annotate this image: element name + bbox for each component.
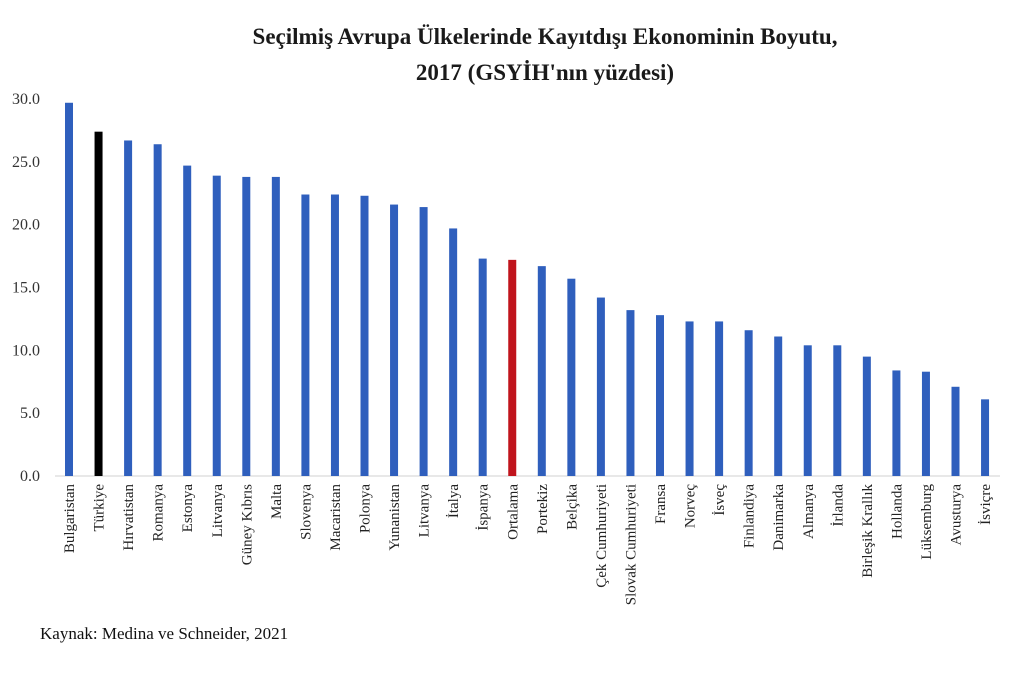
- x-tick-label: Slovak Cumhuriyeti: [623, 484, 639, 605]
- bar: [596, 297, 605, 476]
- x-tick-label: İsviçre: [978, 484, 994, 525]
- bar: [833, 345, 842, 476]
- x-tick-label: Danimarka: [771, 484, 787, 551]
- chart-subtitle: 2017 (GSYİH'nın yüzdesi): [415, 60, 675, 85]
- chart-title: Seçilmiş Avrupa Ülkelerinde Kayıtdışı Ek…: [252, 24, 838, 49]
- bar: [774, 336, 783, 476]
- y-tick-label: 30.0: [12, 91, 40, 108]
- bar: [419, 207, 428, 476]
- x-tick-label: Norveç: [683, 484, 699, 528]
- x-tick-label: Polonya: [358, 484, 374, 534]
- y-tick-label: 20.0: [12, 217, 40, 234]
- y-tick-label: 0.0: [20, 468, 40, 485]
- bar: [271, 176, 280, 476]
- bar: [862, 356, 871, 476]
- x-tick-label: Malta: [269, 484, 285, 519]
- bar: [183, 165, 192, 476]
- bar: [744, 330, 753, 476]
- bar: [921, 371, 930, 476]
- x-tick-label: Portekiz: [535, 484, 551, 534]
- y-tick-label: 10.0: [12, 342, 40, 359]
- y-tick-label: 5.0: [20, 405, 40, 422]
- x-tick-label: Litvanya: [417, 484, 433, 538]
- x-tick-label: Litvanya: [210, 484, 226, 538]
- bar: [981, 399, 990, 476]
- bar: [212, 175, 221, 476]
- x-tick-label: Avusturya: [949, 484, 965, 546]
- x-tick-label: Estonya: [180, 484, 196, 533]
- source-note: Kaynak: Medina ve Schneider, 2021: [40, 624, 289, 643]
- x-tick-label: İtalya: [446, 484, 462, 518]
- x-tick-label: Lüksemburg: [919, 484, 935, 560]
- x-tick-label: Macaristan: [328, 484, 344, 551]
- bar: [124, 140, 133, 476]
- x-tick-label: Hırvatistan: [121, 484, 137, 551]
- bar: [360, 195, 369, 476]
- x-tick-label: Fransa: [653, 484, 669, 524]
- bar: [951, 386, 960, 476]
- x-tick-label: Almanya: [801, 484, 817, 539]
- bar: [537, 266, 546, 476]
- x-tick-label: Türkiye: [92, 484, 108, 532]
- x-tick-label: Belçika: [564, 484, 580, 530]
- bar: [508, 259, 517, 476]
- bar: [449, 228, 458, 476]
- bar: [65, 102, 73, 477]
- x-tick-label: Ortalama: [505, 484, 521, 540]
- x-tick-label: Finlandiya: [742, 484, 758, 549]
- x-tick-label: Hollanda: [889, 484, 905, 539]
- bar: [330, 194, 339, 477]
- bar: [390, 204, 399, 476]
- x-tick-label: Bulgaristan: [62, 484, 78, 554]
- x-tick-label: Güney Kıbrıs: [239, 484, 255, 565]
- bar: [478, 258, 487, 476]
- bar: [656, 315, 664, 476]
- x-tick-label: Birleşik Krallık: [860, 484, 876, 578]
- bar: [685, 321, 694, 476]
- bar: [892, 370, 901, 476]
- x-tick-label: Yunanistan: [387, 484, 403, 551]
- y-tick-label: 25.0: [12, 154, 40, 171]
- bar: [94, 131, 103, 476]
- bar: [153, 144, 162, 477]
- x-tick-label: Çek Cumhuriyeti: [594, 484, 610, 588]
- y-tick-label: 15.0: [12, 280, 40, 297]
- bar: [803, 345, 812, 476]
- x-tick-label: İrlanda: [830, 484, 846, 527]
- x-tick-label: İspanya: [476, 484, 492, 531]
- bar: [626, 310, 635, 476]
- bar: [567, 278, 576, 476]
- x-tick-label: Slovenya: [298, 484, 314, 540]
- x-tick-label: İsveç: [712, 484, 728, 516]
- bar: [301, 194, 310, 477]
- x-tick-label: Romanya: [151, 484, 167, 542]
- bar: [715, 321, 724, 476]
- bar: [242, 176, 251, 476]
